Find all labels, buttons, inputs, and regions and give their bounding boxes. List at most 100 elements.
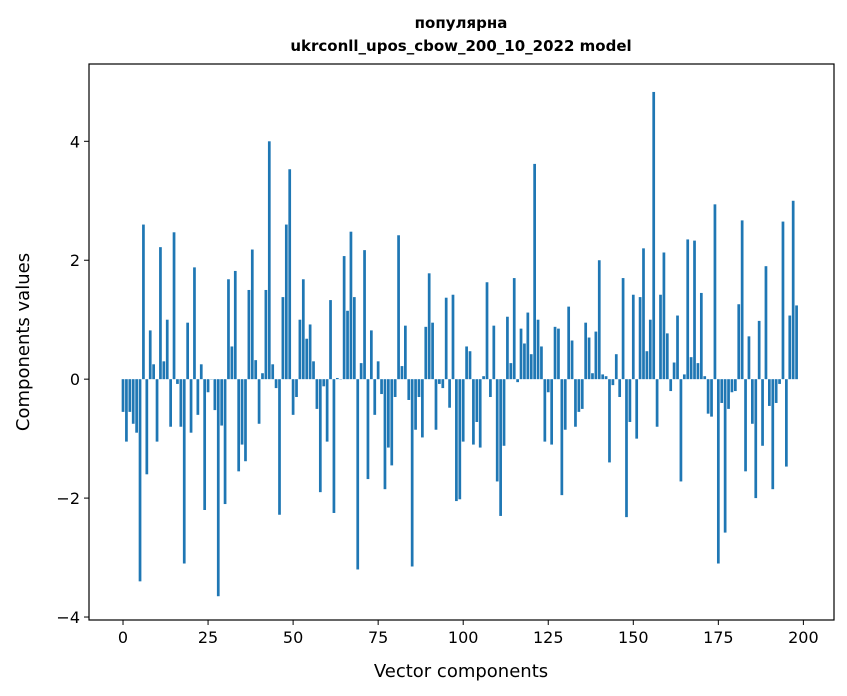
bar [400,366,404,380]
bar [597,260,601,380]
chart-subtitle: ukrconll_upos_cbow_200_10_2022 model [290,37,631,55]
bar [135,379,138,433]
bar [131,379,135,424]
bar [288,169,292,380]
bar [642,248,645,380]
bar [628,379,632,422]
bar [298,319,302,380]
bar [169,379,172,427]
bar [461,379,465,442]
bar [795,305,798,380]
plot-frame [88,63,835,621]
bar [431,322,434,380]
bar [186,322,190,380]
bar [305,338,309,380]
bar [281,297,285,380]
bar [621,278,625,380]
bar [679,379,683,482]
y-tick-label: −2 [56,489,80,508]
bar [407,379,411,400]
bar [312,361,315,380]
x-tick-label: 50 [283,628,303,647]
bar [152,364,155,380]
bar [519,328,523,380]
chart-title: популярна [415,14,508,32]
bar [563,379,567,430]
bar [206,379,210,393]
bar [244,379,247,462]
y-tick-label: 2 [70,251,80,270]
bar [529,354,533,380]
bar [220,379,224,426]
x-tick-label: 200 [788,628,819,647]
bar [196,379,200,415]
bar [142,224,145,380]
bar [516,379,519,383]
bar [257,379,261,424]
bar [740,220,744,380]
bar [373,379,377,415]
bar [478,379,482,448]
bar [768,379,771,406]
bar [434,379,438,430]
bar [342,256,346,380]
bar [648,319,652,380]
bar [203,379,207,510]
x-axis-label: Vector components [374,661,548,682]
bar [165,319,169,380]
bar [237,379,241,472]
bar [458,379,462,500]
bar [359,363,363,380]
bar [380,379,383,395]
bar [506,316,509,380]
bar [121,379,125,412]
bar [301,279,305,380]
bar [366,379,370,480]
bar [523,343,526,380]
bar [625,379,628,518]
bar [614,354,618,380]
bar [155,379,159,442]
bar [397,235,400,380]
bar [785,379,788,467]
bar [550,379,554,445]
bar [318,379,322,493]
y-tick-label: 0 [70,370,80,389]
bar [733,379,737,392]
bar [716,379,720,564]
bar [233,270,237,380]
bar [560,379,564,496]
bar [189,379,193,433]
bar [427,273,431,380]
bar [424,326,428,380]
bar [315,379,319,409]
x-tick-label: 150 [618,628,649,647]
bar [638,297,642,380]
bar [240,379,244,445]
bar [761,379,764,446]
x-axis-ticks: 0 25 50 75 100 125 150 175 200 [118,620,819,647]
x-tick-label: 100 [448,628,479,647]
bar [665,333,669,380]
bar [482,376,485,380]
bar [455,379,458,502]
bar [349,231,353,380]
bar [468,351,472,380]
bar [672,362,676,380]
bar [414,379,417,430]
bar [737,304,741,380]
bar [580,379,584,409]
bar [213,379,217,411]
bar [570,340,574,380]
bar [604,376,608,380]
bar [489,379,492,398]
bar [410,379,414,567]
bar [587,337,591,380]
bar [267,141,271,380]
bar [546,379,550,393]
bar [346,310,349,380]
bar [543,379,547,442]
bar [199,364,203,380]
bar [264,289,268,380]
bar [383,379,387,490]
